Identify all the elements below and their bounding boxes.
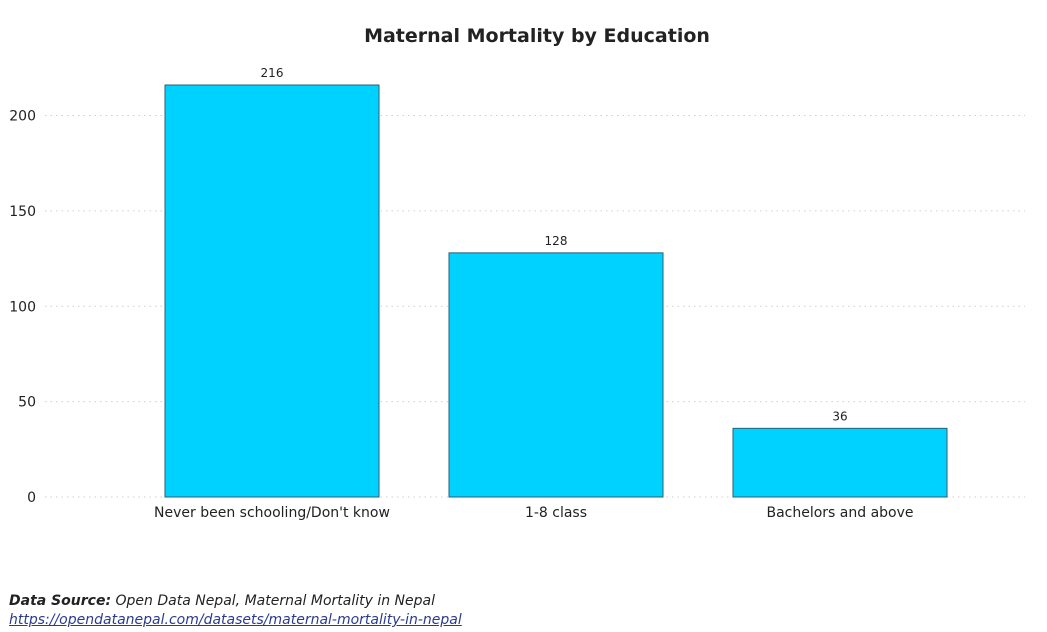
y-tick-label: 100 [9, 299, 36, 315]
source-text: Open Data Nepal, Maternal Mortality in N… [115, 593, 436, 609]
source-line: Data Source: Open Data Nepal, Maternal M… [9, 592, 462, 611]
bar-value-label: 36 [832, 409, 847, 423]
y-tick-label: 150 [9, 204, 36, 220]
source-link[interactable]: https://opendatanepal.com/datasets/mater… [9, 612, 462, 628]
bars [164, 84, 948, 498]
y-tick-label: 50 [18, 395, 36, 411]
bar [164, 84, 380, 498]
bar-value-label: 216 [261, 66, 284, 80]
source-label: Data Source: [9, 593, 112, 609]
bar-value-label: 128 [545, 234, 568, 248]
x-category-label: Bachelors and above [766, 505, 913, 521]
x-category-label: 1-8 class [525, 505, 587, 521]
y-tick-label: 0 [27, 490, 36, 506]
y-tick-label: 200 [9, 109, 36, 125]
bar-chart: Maternal Mortality by Education 0 50 100 15… [9, 25, 1025, 521]
bar [448, 252, 664, 498]
value-labels: 216 128 36 [261, 66, 848, 423]
data-source: Data Source: Open Data Nepal, Maternal M… [9, 592, 462, 630]
category-labels: Never been schooling/Don't know 1-8 class… [154, 505, 913, 521]
chart-title: Maternal Mortality by Education [364, 25, 710, 47]
x-category-label: Never been schooling/Don't know [154, 505, 390, 521]
bar [732, 427, 948, 498]
y-axis-ticks: 0 50 100 150 200 [9, 109, 36, 506]
